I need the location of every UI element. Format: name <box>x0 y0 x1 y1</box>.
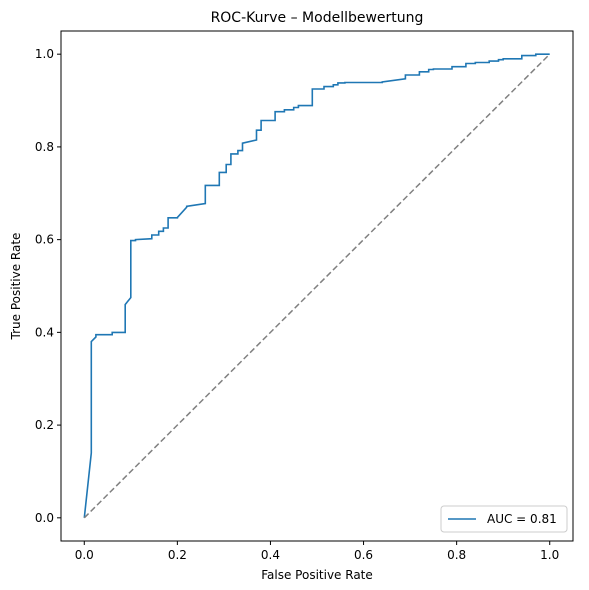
x-axis: 0.0 0.2 0.4 0.6 0.8 1.0 <box>75 541 560 562</box>
y-axis: 0.0 0.2 0.4 0.6 0.8 1.0 <box>35 47 61 525</box>
x-tick-label: 1.0 <box>540 548 559 562</box>
y-tick-label: 0.4 <box>35 325 54 339</box>
y-tick-label: 0.0 <box>35 511 54 525</box>
x-tick-label: 0.4 <box>261 548 280 562</box>
chance-diagonal-line <box>84 54 549 518</box>
y-tick-label: 1.0 <box>35 47 54 61</box>
y-axis-label: True Positive Rate <box>9 233 23 341</box>
x-tick-label: 0.8 <box>447 548 466 562</box>
legend: AUC = 0.81 <box>441 506 567 532</box>
x-tick-label: 0.2 <box>168 548 187 562</box>
x-axis-label: False Positive Rate <box>261 568 373 582</box>
plot-area <box>84 54 549 518</box>
legend-label: AUC = 0.81 <box>487 512 557 526</box>
y-tick-label: 0.8 <box>35 140 54 154</box>
x-tick-label: 0.6 <box>354 548 373 562</box>
chart-title: ROC-Kurve – Modellbewertung <box>211 10 424 26</box>
y-tick-label: 0.2 <box>35 418 54 432</box>
y-tick-label: 0.6 <box>35 233 54 247</box>
x-tick-label: 0.0 <box>75 548 94 562</box>
